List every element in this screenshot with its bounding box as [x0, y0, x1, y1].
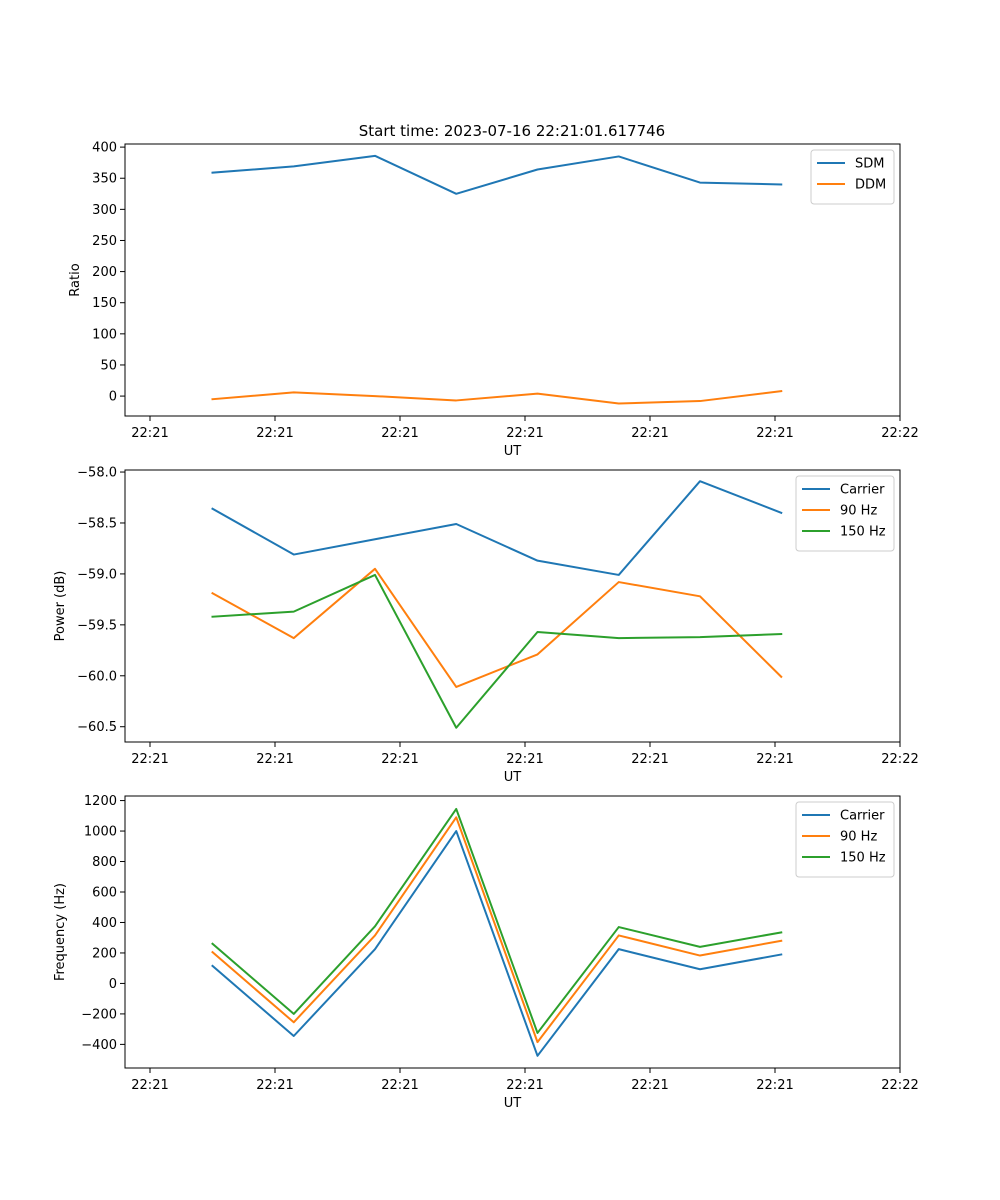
y-tick-label: 0 [109, 390, 117, 405]
legend-label: Carrier [840, 809, 885, 824]
x-tick-label: 22:21 [756, 752, 793, 767]
y-tick-label: 100 [92, 327, 117, 342]
x-tick-label: 22:21 [131, 1078, 168, 1093]
x-tick-label: 22:21 [506, 1078, 543, 1093]
y-tick-label: 350 [92, 172, 117, 187]
y-tick-label: −58.0 [77, 466, 117, 481]
x-tick-label: 22:21 [256, 752, 293, 767]
legend-box [795, 475, 895, 552]
series-line-150-hz [211, 573, 783, 729]
chart-panel-1: 22:21 22:21 22:21 22:21 22:21 22:21 22:22 0 50 10… [68, 141, 919, 459]
y-tick-label: 400 [92, 916, 117, 931]
series-line-sdm [211, 154, 783, 195]
x-tick-label: 22:21 [631, 426, 668, 441]
axes-frame [124, 795, 901, 1069]
x-tick-label: 22:21 [756, 1078, 793, 1093]
legend: SDM DDM [810, 149, 895, 205]
x-tick-label: 22:22 [881, 752, 918, 767]
legend-label: 150 Hz [840, 525, 886, 540]
y-tick-label: 200 [92, 265, 117, 280]
y-tick-label: −60.0 [77, 669, 117, 684]
x-axis-label: UT [504, 770, 522, 785]
y-tick-label: 1200 [84, 794, 117, 809]
x-tick-label: 22:21 [131, 752, 168, 767]
chart-panel-2: 22:21 22:21 22:21 22:21 22:21 22:21 22:22 −60.5… [53, 466, 919, 785]
x-tick-label: 22:21 [381, 426, 418, 441]
x-axis-label: UT [504, 1096, 522, 1111]
x-tick-label: 22:21 [631, 1078, 668, 1093]
series-line-ddm [211, 389, 783, 405]
y-tick-label: −60.5 [77, 720, 117, 735]
x-tick-label: 22:21 [381, 752, 418, 767]
y-tick-label: 400 [92, 141, 117, 156]
y-tick-label: −59.0 [77, 567, 117, 582]
panels: 22:21 22:21 22:21 22:21 22:21 22:21 22:22 0 50 10… [53, 141, 919, 1111]
x-tick-label: 22:21 [256, 426, 293, 441]
series-line-150-hz [211, 807, 783, 1034]
x-tick-label: 22:21 [256, 1078, 293, 1093]
x-tick-label: 22:21 [506, 752, 543, 767]
x-tick-label: 22:21 [631, 752, 668, 767]
series-line-carrier [211, 830, 783, 1057]
y-tick-label: 300 [92, 203, 117, 218]
series-lines [211, 480, 783, 729]
legend: Carrier 90 Hz 150 Hz [795, 801, 895, 878]
y-tick-label: −59.5 [77, 618, 117, 633]
x-tick-label: 22:22 [881, 426, 918, 441]
y-axis-label: Power (dB) [53, 571, 68, 642]
axes-frame [124, 143, 901, 417]
legend-label: SDM [855, 157, 884, 172]
legend-label: Carrier [840, 483, 885, 498]
series-line-90-hz [211, 816, 783, 1044]
series-lines [211, 807, 783, 1057]
y-tick-label: 50 [100, 358, 117, 373]
legend-label: 150 Hz [840, 851, 886, 866]
legend-box [795, 801, 895, 878]
y-tick-label: 250 [92, 234, 117, 249]
x-tick-label: 22:22 [881, 1078, 918, 1093]
y-tick-label: −58.5 [77, 516, 117, 531]
legend-label: DDM [855, 178, 886, 193]
y-tick-label: 200 [92, 946, 117, 961]
legend-label: 90 Hz [840, 830, 877, 845]
chart-panel-3: 22:21 22:21 22:21 22:21 22:21 22:21 22:22 −400 −… [53, 794, 919, 1111]
y-tick-label: −200 [81, 1007, 117, 1022]
y-axis-label: Frequency (Hz) [53, 883, 68, 981]
axes-frame [124, 469, 901, 743]
x-axis-label: UT [504, 444, 522, 459]
y-tick-label: −400 [81, 1038, 117, 1053]
series-lines [211, 154, 783, 405]
series-line-carrier [211, 480, 783, 576]
y-tick-label: 800 [92, 855, 117, 870]
y-tick-label: 0 [109, 977, 117, 992]
figure-title: Start time: 2023-07-16 22:21:01.617746 [359, 122, 665, 140]
series-line-90-hz [211, 567, 783, 688]
y-tick-label: 1000 [84, 825, 117, 840]
y-axis-label: Ratio [68, 263, 83, 296]
x-tick-label: 22:21 [381, 1078, 418, 1093]
legend: Carrier 90 Hz 150 Hz [795, 475, 895, 552]
x-tick-label: 22:21 [756, 426, 793, 441]
x-tick-label: 22:21 [506, 426, 543, 441]
y-tick-label: 150 [92, 296, 117, 311]
x-tick-label: 22:21 [131, 426, 168, 441]
y-tick-label: 600 [92, 886, 117, 901]
legend-label: 90 Hz [840, 504, 877, 519]
